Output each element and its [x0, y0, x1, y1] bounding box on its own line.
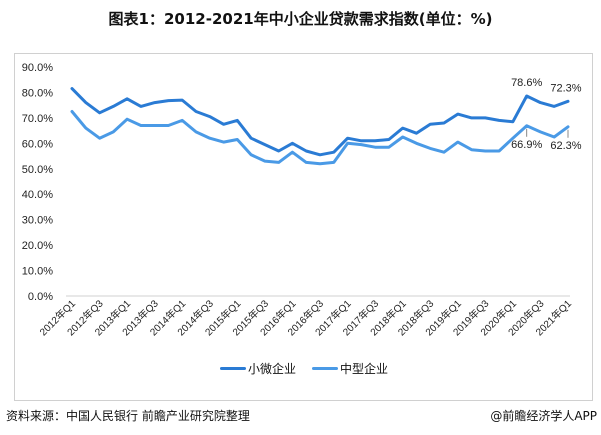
source-note: 资料来源：中国人民银行 前瞻产业研究院整理	[6, 409, 250, 423]
y-tick-label: 50.0%	[22, 164, 53, 176]
x-axis: 2012年Q12012年Q32013年Q12013年Q32014年Q12014年…	[37, 297, 575, 339]
chart-frame	[14, 53, 593, 401]
legend-item-medium[interactable]: 中型企业	[312, 360, 388, 377]
y-tick-label: 80.0%	[22, 87, 53, 99]
series-lines	[70, 87, 570, 166]
chart-title: 图表1：2012-2021年中小企业贷款需求指数(单位：%)	[108, 10, 493, 28]
legend-swatch-icon	[312, 367, 339, 370]
y-tick-label: 10.0%	[22, 266, 53, 278]
y-tick-label: 20.0%	[22, 240, 53, 252]
annotations: 78.6% 72.3% 66.9% 62.3%	[511, 77, 582, 152]
legend-label: 中型企业	[340, 362, 389, 376]
y-tick-label: 0.0%	[28, 291, 53, 303]
data-label: 78.6%	[511, 77, 542, 89]
y-tick-label: 30.0%	[22, 215, 53, 227]
y-tick-label: 90.0%	[22, 62, 53, 74]
series-line-small-micro	[70, 87, 570, 157]
data-label: 62.3%	[550, 140, 581, 152]
y-tick-label: 60.0%	[22, 138, 53, 150]
y-axis: 0.0% 10.0% 20.0% 30.0% 40.0% 50.0% 60.0% 70.0% 8…	[22, 62, 53, 303]
y-tick-label: 40.0%	[22, 189, 53, 201]
y-tick-label: 70.0%	[22, 113, 53, 125]
brand-credit: @前瞻经济学人APP	[490, 409, 597, 423]
legend: 小微企业 中型企业	[220, 360, 388, 377]
data-label: 66.9%	[511, 139, 542, 151]
legend-item-small-micro[interactable]: 小微企业	[220, 360, 296, 377]
legend-label: 小微企业	[248, 362, 297, 376]
series-line-medium	[70, 110, 570, 166]
data-label: 72.3%	[550, 82, 581, 94]
legend-swatch-icon	[220, 367, 246, 370]
